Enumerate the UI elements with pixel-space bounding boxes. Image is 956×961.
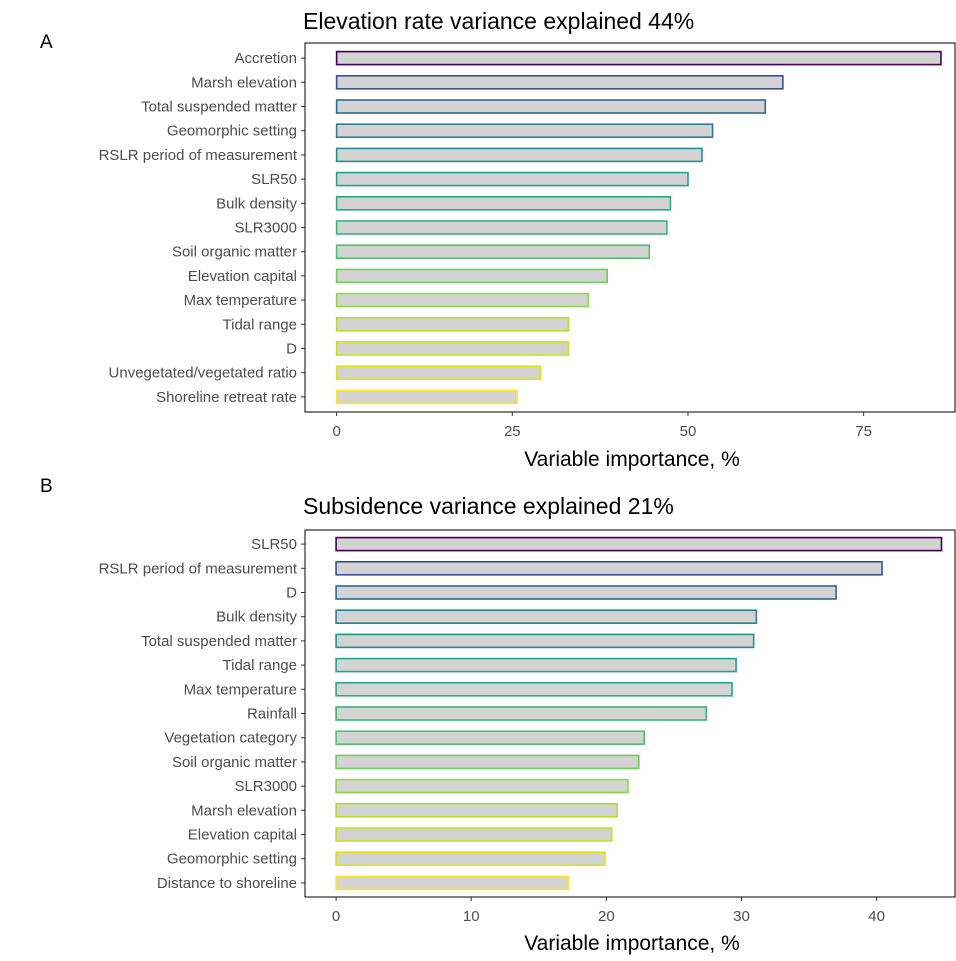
panel-a-bar (335, 220, 668, 235)
panel-b-bar (335, 560, 883, 576)
panel-a-category-label: RSLR period of measurement (99, 147, 298, 164)
panel-b-category-label: Distance to shoreline (157, 875, 297, 892)
panel-b-x-tick-label: 40 (868, 908, 885, 925)
panel-a-category-label: Geomorphic setting (167, 123, 297, 140)
panel-b-category-label: RSLR period of measurement (99, 560, 298, 577)
panel-a-category-label: SLR50 (251, 171, 297, 188)
panel-a-category-label: Bulk density (216, 195, 297, 212)
panel-a-bar (335, 389, 519, 405)
panel-a-category-label: Accretion (234, 50, 297, 67)
panel-a-bar (335, 75, 784, 90)
panel-b-bar (335, 681, 733, 697)
panel-b-bar (335, 875, 570, 891)
panel-b-category-label: Vegetation category (164, 730, 297, 747)
panel-a-bar (335, 292, 589, 308)
panel-b-category-label: Bulk density (216, 609, 297, 626)
panel-b-bar (335, 706, 708, 721)
panel-a-x-axis-title: Variable importance, % (524, 448, 740, 471)
panel-b-category-label: D (286, 585, 297, 602)
panel-a-category-label: Tidal range (223, 316, 298, 333)
panel-a-bar (335, 244, 651, 259)
panel-a-title: Elevation rate variance explained 44% (303, 8, 694, 34)
panel-b-category-label: Soil organic matter (172, 754, 297, 771)
panel-b-bar (335, 609, 758, 625)
panel-a-bar (335, 316, 570, 332)
panel-b-category-label: Max temperature (184, 681, 297, 698)
panel-a-x-tick-label: 0 (332, 423, 340, 440)
panel-a-category-label: D (286, 341, 297, 358)
panel-a-category-label: SLR3000 (234, 220, 297, 237)
panel-b-category-label: Total suspended matter (141, 633, 297, 650)
panel-b-letter: B (40, 476, 53, 497)
panel-a-bar (335, 171, 689, 187)
panel-a-bar (335, 99, 767, 114)
panel-a-category-label: Elevation capital (188, 268, 297, 285)
panel-b-category-label: Rainfall (247, 706, 297, 723)
panel-a-category-label: Soil organic matter (172, 244, 297, 261)
panel-b-bar (335, 851, 606, 867)
panel-a-bar (335, 50, 942, 66)
panel-b-bar (335, 536, 943, 552)
panel-b-x-tick-label: 20 (598, 908, 615, 925)
panel-b-bar (335, 802, 618, 818)
panel-b-category-label: SLR50 (251, 536, 297, 553)
panel-b-bar (335, 633, 755, 649)
panel-b-x-tick-label: 30 (733, 908, 750, 925)
panel-a-bar (335, 196, 672, 211)
panel-a-category-label: Max temperature (184, 292, 297, 309)
panel-b-category-label: Elevation capital (188, 827, 297, 844)
panel-b-bar (335, 754, 640, 770)
panel-b-bar (335, 778, 629, 794)
panel-a-bar (335, 268, 608, 284)
panel-a-x-tick-label: 75 (855, 423, 872, 440)
panel-a-category-label: Marsh elevation (191, 74, 297, 91)
panel-b-bar (335, 657, 737, 673)
panel-b-title: Subsidence variance explained 21% (303, 493, 674, 519)
panel-b-x-axis-title: Variable importance, % (524, 932, 740, 955)
panel-b-category-label: SLR3000 (234, 778, 297, 795)
panel-a-category-label: Unvegetated/vegetated ratio (109, 365, 297, 382)
panel-a-x-tick-label: 50 (680, 423, 697, 440)
panel-b-category-label: Marsh elevation (191, 802, 297, 819)
panel-a-x-tick-label: 25 (504, 423, 521, 440)
panel-b-category-label: Geomorphic setting (167, 851, 297, 868)
panel-b-bar (335, 827, 613, 842)
panel-b-category-label: Tidal range (223, 657, 298, 674)
panel-a-bar (335, 365, 542, 381)
panel-a-category-label: Total suspended matter (141, 99, 297, 116)
panel-b-bar (335, 730, 645, 746)
panel-b-x-tick-label: 10 (463, 908, 480, 925)
panel-a-bar (335, 147, 703, 163)
panel-b-bar (335, 585, 837, 600)
panel-a-bar (335, 123, 714, 138)
panel-a-category-label: Shoreline retreat rate (156, 389, 297, 406)
panel-a-bar (335, 341, 570, 356)
panel-a-letter: A (40, 32, 53, 53)
panel-b-x-tick-label: 0 (332, 908, 340, 925)
